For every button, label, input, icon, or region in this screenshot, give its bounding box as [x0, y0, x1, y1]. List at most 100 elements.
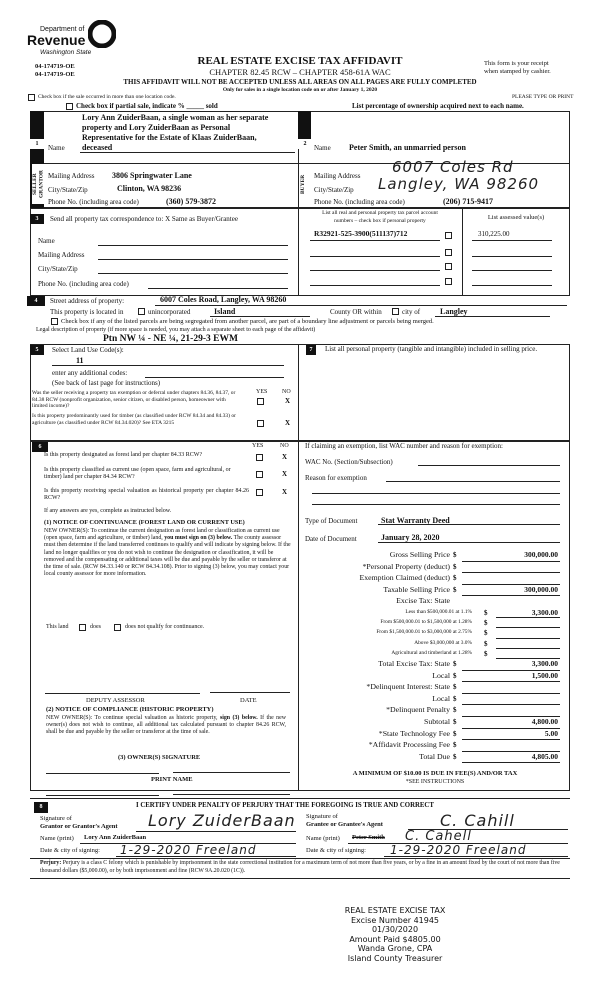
receipt-note-2: when stamped by cashier. [484, 68, 551, 75]
calc-label: Subtotal [424, 717, 450, 726]
designation-q2-answer[interactable]: X [282, 470, 288, 478]
doc-date-label: Date of Document [305, 535, 357, 543]
see-instructions-note: *SEE INSTRUCTIONS [405, 779, 465, 785]
buyer-phone-value[interactable]: (206) 715-9417 [443, 197, 493, 206]
calc-value[interactable]: 300,000.00 [524, 550, 558, 559]
partial-sale-checkbox[interactable] [66, 103, 73, 110]
calc-label: Less than $500,000.01 at 1.1% [405, 609, 472, 615]
buyer-city-value[interactable]: Langley, WA 98260 [378, 175, 540, 193]
calc-value[interactable]: 4,805.00 [531, 751, 558, 761]
only-for-note: Only for sales in a single location code… [222, 87, 378, 93]
parcel-2-personal-checkbox[interactable] [445, 249, 452, 256]
land-use-q1-yes-checkbox[interactable] [257, 398, 264, 405]
calc-label: Agricultural and timberland at 1.28% [391, 649, 472, 656]
calc-value[interactable]: 4,800.00 [531, 717, 558, 726]
date-label: DATE [240, 697, 257, 704]
designation-q2-yes-checkbox[interactable] [256, 471, 263, 478]
unincorporated-checkbox[interactable] [138, 308, 145, 315]
designation-q1-yes-checkbox[interactable] [256, 454, 263, 461]
seller-city-value[interactable]: Clinton, WA 98236 [117, 184, 182, 193]
corr-mailing-label: Mailing Address [38, 251, 85, 259]
wac-label: WAC No. (Section/Subsection) [305, 458, 393, 466]
grantee-date-value[interactable]: 1-29-2020 Freeland [390, 843, 527, 857]
grantor-signature[interactable]: Lory ZuiderBaan [148, 811, 296, 830]
parcel-number-1[interactable]: R32921-525-3900(511137)712 [314, 229, 408, 238]
certify-statement: I CERTIFY UNDER PENALTY OF PERJURY THAT … [136, 802, 434, 809]
seller-name-line-2[interactable]: property and Lory ZuiderBaan as Personal [82, 123, 231, 132]
designation-q3-yes-checkbox[interactable] [256, 489, 263, 496]
calc-label: Total Due [419, 751, 450, 761]
city-checkbox[interactable] [392, 308, 399, 315]
calc-label: Taxable Selling Price [383, 584, 450, 594]
currency-sign: $ [453, 741, 457, 750]
segregated-checkbox[interactable] [51, 318, 58, 325]
seller-name-line-1[interactable]: Lory Ann ZuiderBaan, a single woman as h… [82, 113, 269, 122]
multi-location-checkbox[interactable] [28, 94, 35, 101]
seller-name-line-4[interactable]: deceased [82, 143, 113, 152]
seller-phone-value[interactable]: (360) 579-3872 [166, 197, 216, 206]
buyer-mailing-label: Mailing Address [314, 172, 361, 180]
grantor-name-value[interactable]: Lory Ann ZuiderBaan [84, 834, 147, 841]
grantee-signature[interactable]: C. Cahill [440, 811, 515, 830]
buyer-name-value[interactable]: Peter Smith, an unmarried person [349, 143, 466, 152]
street-value[interactable]: 6007 Coles Road, Langley, WA 98260 [160, 295, 287, 304]
land-use-q2-answer[interactable]: X [285, 419, 291, 427]
street-label: Street address of property: [50, 297, 125, 305]
parcel-1-personal-checkbox[interactable] [445, 232, 452, 239]
partial-sale-label: Check box if partial sale, indicate % __… [76, 102, 218, 110]
calc-value[interactable]: 3,300.00 [531, 608, 558, 617]
grantee-sig-label-2: Grantee or Grantee's Agent [306, 821, 383, 828]
grantee-name-label: Name (print) [306, 835, 340, 842]
legal-description[interactable]: Ptn NW ¼ - NE ¼, 21-29-3 EWM [103, 334, 238, 344]
doc-type-value[interactable]: Stat Warranty Deed [381, 516, 450, 525]
buyer-mailing-value[interactable]: 6007 Coles Rd [392, 158, 514, 176]
does-not-qualify-checkbox[interactable] [114, 624, 121, 631]
does-qualify-checkbox[interactable] [79, 624, 86, 631]
form-id-1: 04-174719-OE [35, 63, 75, 70]
grantee-name-value[interactable]: C. Cahell [405, 829, 472, 844]
calc-label: Total Excise Tax: State [378, 659, 450, 668]
calc-value[interactable]: 3,300.00 [531, 659, 558, 668]
unincorporated-label: unincorporated [148, 308, 191, 316]
calc-value[interactable]: 5.00 [544, 728, 558, 738]
currency-sign: $ [453, 585, 457, 594]
designation-q1-answer[interactable]: X [282, 453, 288, 461]
calc-label: Exemption Claimed (deduct) [359, 573, 450, 583]
calc-label: Local [432, 670, 450, 680]
designation-no-header: NO [280, 443, 289, 449]
logo-line2: Revenue [27, 32, 86, 48]
seller-grantor-label: SELLER GRANTOR [32, 164, 44, 204]
city-value[interactable]: Langley [440, 307, 468, 316]
notice1-text-b: The county assessor must then determine … [44, 535, 291, 578]
calc-value[interactable]: 1,500.00 [531, 670, 558, 680]
currency-sign: $ [484, 649, 488, 658]
form-warning: THIS AFFIDAVIT WILL NOT BE ACCEPTED UNLE… [123, 78, 477, 86]
calc-value[interactable]: 300,000.00 [524, 584, 558, 594]
doc-date-value[interactable]: January 28, 2020 [381, 533, 440, 542]
parcel-4-personal-checkbox[interactable] [445, 278, 452, 285]
does-not-label: does not qualify for continuance. [125, 624, 205, 630]
section-6-number: 6 [32, 442, 48, 452]
land-use-code[interactable]: 11 [76, 356, 84, 365]
stamp-line-2: Excise Number 41945 [350, 915, 440, 925]
designation-question-1: Is this property designated as forest la… [44, 452, 203, 458]
land-use-q2-yes-checkbox[interactable] [257, 420, 264, 427]
county-value[interactable]: Island [214, 307, 236, 316]
parcel-3-personal-checkbox[interactable] [445, 263, 452, 270]
seller-phone-label: Phone No. (including area code) [48, 198, 139, 206]
currency-sign: $ [453, 718, 457, 726]
buyer-name-label: Name [314, 144, 331, 152]
segregated-label: Check box if any of the listed parcels a… [61, 318, 434, 325]
land-use-section [30, 344, 570, 441]
seller-name-line-3[interactable]: Representative for the Estate of Klaas Z… [82, 133, 257, 142]
grantor-date-value[interactable]: 1-29-2020 Freeland [120, 843, 257, 857]
calc-label: From $1,500,000.01 to $3,000,000 at 2.75… [376, 629, 472, 636]
grantee-name-struck[interactable]: Peter Smith [352, 834, 385, 841]
doc-type-label: Type of Document [305, 517, 358, 525]
land-use-no-header: NO [282, 389, 291, 395]
seller-mailing-value[interactable]: 3806 Springwater Lane [112, 171, 192, 180]
designation-q3-answer[interactable]: X [282, 488, 288, 496]
reason-label: Reason for exemption [305, 474, 367, 482]
land-use-q1-answer[interactable]: X [285, 397, 291, 405]
assessed-value-1[interactable]: 310,225.00 [478, 230, 510, 238]
